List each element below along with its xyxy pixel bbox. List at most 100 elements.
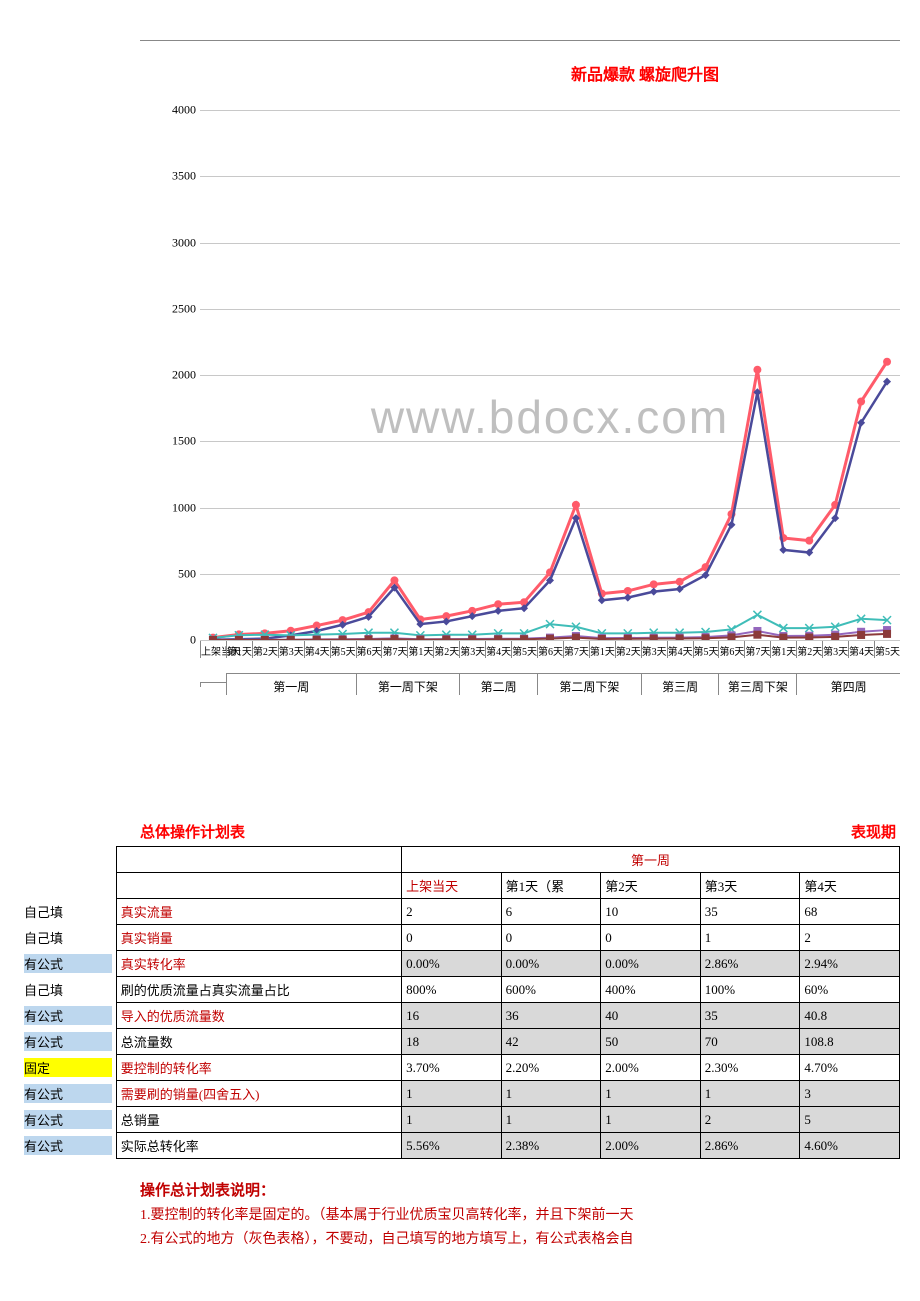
cell: 2: [800, 925, 900, 951]
x-tick: 第6天: [537, 641, 563, 658]
row-tag: 固定: [24, 1058, 112, 1077]
series-marker: [546, 635, 554, 640]
day-header: 第1天（累: [501, 873, 601, 899]
y-tick: 4000: [152, 103, 196, 118]
day-header: 第4天: [800, 873, 900, 899]
cell: 0: [501, 925, 601, 951]
series-marker: [287, 636, 295, 640]
y-tick: 1500: [152, 434, 196, 449]
x-group: 第二周: [459, 673, 537, 695]
series-marker: [805, 633, 813, 640]
row-label: 要控制的转化率: [116, 1055, 401, 1081]
series-line: [213, 362, 887, 638]
row-tag: 有公式: [24, 954, 112, 973]
week-header: 第一周: [402, 847, 900, 873]
x-tick: 第5天: [874, 641, 900, 658]
x-tick: 第5天: [693, 641, 719, 658]
cell: 50: [601, 1029, 701, 1055]
cell: 1: [402, 1081, 502, 1107]
x-group: 第一周下架: [356, 673, 460, 695]
day-header: 第2天: [601, 873, 701, 899]
series-marker: [650, 580, 658, 588]
series-marker: [883, 630, 891, 638]
y-tick: 2000: [152, 368, 196, 383]
plan-table-block: 总体操作计划表 表现期 第一周上架当天第1天（累第2天第3天第4天自己填真实流量…: [20, 821, 900, 1159]
cell: 2.00%: [601, 1055, 701, 1081]
series-marker: [624, 635, 632, 640]
x-tick: 第3天: [641, 641, 667, 658]
notes-title: 操作总计划表说明：: [140, 1179, 900, 1200]
y-tick: 1000: [152, 500, 196, 515]
series-marker: [365, 635, 373, 640]
cell: 40.8: [800, 1003, 900, 1029]
x-tick: 第1天: [770, 641, 796, 658]
x-tick: 第2天: [252, 641, 278, 658]
x-group: 第四周: [796, 673, 900, 695]
cell: 0.00%: [501, 951, 601, 977]
chart-container: 新品爆款 螺旋爬升图 05001000150020002500300035004…: [140, 40, 900, 801]
x-tick: 第7天: [381, 641, 407, 658]
series-marker: [598, 635, 606, 640]
series-marker: [520, 635, 528, 640]
series-marker: [753, 611, 761, 619]
x-tick: 第3天: [278, 641, 304, 658]
cell: 400%: [601, 977, 701, 1003]
row-tag: 有公式: [24, 1032, 112, 1051]
plan-table: 第一周上架当天第1天（累第2天第3天第4天自己填真实流量26103568自己填真…: [20, 846, 900, 1159]
series-marker: [209, 636, 217, 640]
chart-title: 新品爆款 螺旋爬升图: [140, 61, 900, 85]
cell: 1: [501, 1081, 601, 1107]
series-marker: [494, 607, 502, 615]
cell: 2.86%: [700, 1133, 800, 1159]
series-marker: [753, 366, 761, 374]
cell: 1: [601, 1081, 701, 1107]
series-marker: [676, 635, 684, 640]
row-tag: 自己填: [24, 902, 112, 921]
series-marker: [313, 636, 321, 640]
series-marker: [831, 633, 839, 640]
day-header: 上架当天: [402, 873, 502, 899]
x-tick: 第2天: [433, 641, 459, 658]
x-tick: 第1天: [226, 641, 252, 658]
cell: 2.00%: [601, 1133, 701, 1159]
cell: 3: [800, 1081, 900, 1107]
row-tag: 有公式: [24, 1136, 112, 1155]
cell: 4.60%: [800, 1133, 900, 1159]
notes-block: 操作总计划表说明： 1.要控制的转化率是固定的。（基本属于行业优质宝贝高转化率，…: [140, 1179, 900, 1252]
cell: 5.56%: [402, 1133, 502, 1159]
x-tick: 第7天: [744, 641, 770, 658]
series-marker: [235, 636, 243, 640]
cell: 1: [601, 1107, 701, 1133]
cell: 10: [601, 899, 701, 925]
cell: 1: [501, 1107, 601, 1133]
cell: 108.8: [800, 1029, 900, 1055]
y-tick: 0: [152, 633, 196, 648]
cell: 2.20%: [501, 1055, 601, 1081]
row-tag: 有公式: [24, 1006, 112, 1025]
cell: 2: [402, 899, 502, 925]
series-marker: [416, 636, 424, 640]
series-marker: [857, 631, 865, 639]
row-label: 刷的优质流量占真实流量占比: [116, 977, 401, 1003]
series-marker: [468, 635, 476, 640]
x-group: 第二周下架: [537, 673, 641, 695]
row-label: 导入的优质流量数: [116, 1003, 401, 1029]
series-marker: [857, 398, 865, 406]
series-marker: [650, 635, 658, 640]
x-tick: 第4天: [667, 641, 693, 658]
cell: 40: [601, 1003, 701, 1029]
cell: 36: [501, 1003, 601, 1029]
cell: 600%: [501, 977, 601, 1003]
series-marker: [779, 546, 787, 554]
row-label: 真实流量: [116, 899, 401, 925]
cell: 70: [700, 1029, 800, 1055]
series-marker: [339, 636, 347, 640]
row-tag: 自己填: [24, 928, 112, 947]
row-tag: 有公式: [24, 1084, 112, 1103]
x-group: [200, 682, 226, 687]
series-marker: [390, 576, 398, 584]
x-tick: 上架当天: [200, 641, 226, 658]
series-marker: [598, 596, 606, 604]
cell: 1: [402, 1107, 502, 1133]
x-tick: 第3天: [822, 641, 848, 658]
